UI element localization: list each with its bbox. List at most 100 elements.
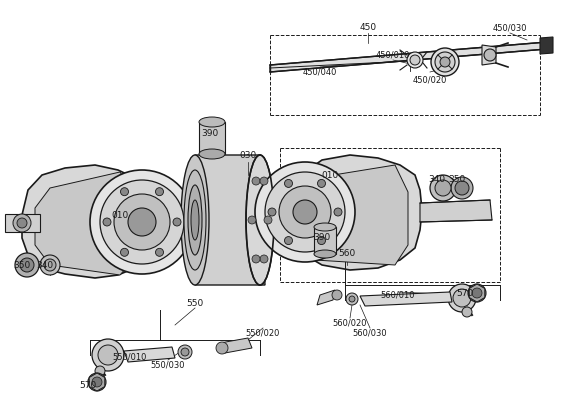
Polygon shape: [89, 373, 105, 391]
Text: 550/030: 550/030: [151, 360, 185, 370]
Circle shape: [156, 248, 164, 256]
Polygon shape: [469, 284, 485, 302]
Ellipse shape: [191, 200, 199, 240]
Circle shape: [410, 55, 420, 65]
Circle shape: [453, 289, 471, 307]
Circle shape: [255, 162, 355, 262]
Circle shape: [121, 188, 128, 196]
Text: 560/020: 560/020: [333, 318, 367, 328]
Ellipse shape: [314, 250, 336, 258]
Polygon shape: [317, 290, 335, 305]
Ellipse shape: [181, 155, 209, 285]
Circle shape: [293, 200, 317, 224]
Circle shape: [472, 288, 482, 298]
Text: 550: 550: [186, 298, 204, 308]
Text: 010: 010: [112, 210, 128, 220]
Text: 450: 450: [359, 24, 376, 32]
Circle shape: [430, 175, 456, 201]
Circle shape: [260, 255, 268, 263]
Polygon shape: [302, 165, 408, 265]
Circle shape: [279, 186, 331, 238]
Text: 350: 350: [448, 176, 466, 184]
Circle shape: [451, 177, 473, 199]
Polygon shape: [360, 292, 452, 306]
Circle shape: [98, 345, 118, 365]
Polygon shape: [295, 155, 422, 270]
Text: 450/020: 450/020: [413, 76, 447, 84]
Circle shape: [252, 177, 260, 185]
Text: 560/010: 560/010: [381, 290, 415, 300]
Circle shape: [100, 180, 184, 264]
Circle shape: [95, 366, 105, 376]
Text: 450/040: 450/040: [303, 68, 337, 76]
Circle shape: [121, 248, 128, 256]
Polygon shape: [482, 45, 496, 65]
Circle shape: [17, 218, 27, 228]
Polygon shape: [35, 172, 135, 275]
Circle shape: [332, 290, 342, 300]
Ellipse shape: [184, 170, 206, 270]
Polygon shape: [220, 338, 252, 353]
Circle shape: [128, 208, 156, 236]
Text: 560: 560: [338, 248, 355, 258]
Circle shape: [114, 194, 170, 250]
Circle shape: [103, 218, 111, 226]
Text: 340: 340: [428, 176, 445, 184]
Circle shape: [90, 170, 194, 274]
Text: 030: 030: [239, 150, 256, 160]
Ellipse shape: [246, 155, 274, 285]
Circle shape: [252, 255, 260, 263]
Text: 390: 390: [314, 234, 331, 242]
Text: 550/010: 550/010: [113, 352, 147, 362]
Circle shape: [455, 181, 469, 195]
Circle shape: [435, 180, 451, 196]
Circle shape: [265, 172, 345, 252]
Text: 570: 570: [456, 288, 474, 298]
Text: 350: 350: [14, 260, 31, 270]
Circle shape: [285, 180, 293, 188]
Circle shape: [248, 216, 256, 224]
Polygon shape: [270, 42, 547, 72]
Ellipse shape: [199, 117, 225, 127]
Circle shape: [318, 180, 325, 188]
Circle shape: [181, 348, 189, 356]
Circle shape: [92, 339, 124, 371]
Circle shape: [40, 255, 60, 275]
Circle shape: [407, 52, 423, 68]
Circle shape: [440, 57, 450, 67]
Circle shape: [216, 342, 228, 354]
Circle shape: [264, 216, 272, 224]
Bar: [5, 214, 40, 232]
Circle shape: [15, 253, 39, 277]
Circle shape: [448, 284, 476, 312]
Polygon shape: [124, 347, 175, 362]
Circle shape: [260, 177, 268, 185]
Circle shape: [178, 345, 192, 359]
Circle shape: [268, 208, 276, 216]
Text: 560/030: 560/030: [353, 328, 387, 338]
Text: 550/020: 550/020: [246, 328, 280, 338]
Circle shape: [484, 49, 496, 61]
Text: 570: 570: [79, 380, 97, 390]
Text: 390: 390: [201, 128, 218, 138]
Circle shape: [346, 293, 358, 305]
Ellipse shape: [188, 185, 202, 255]
Bar: [314, 227, 336, 254]
Text: 450/010: 450/010: [376, 50, 410, 60]
Ellipse shape: [199, 149, 225, 159]
Circle shape: [349, 296, 355, 302]
Text: 450/030: 450/030: [493, 24, 528, 32]
Circle shape: [44, 259, 56, 271]
Text: 340: 340: [36, 260, 54, 270]
Circle shape: [20, 258, 34, 272]
Polygon shape: [540, 37, 553, 54]
Circle shape: [431, 48, 459, 76]
Polygon shape: [22, 165, 145, 278]
Ellipse shape: [314, 223, 336, 231]
Bar: [199, 122, 225, 154]
Circle shape: [285, 236, 293, 244]
Circle shape: [318, 236, 325, 244]
Circle shape: [468, 284, 486, 302]
Polygon shape: [420, 200, 492, 222]
Circle shape: [88, 373, 106, 391]
